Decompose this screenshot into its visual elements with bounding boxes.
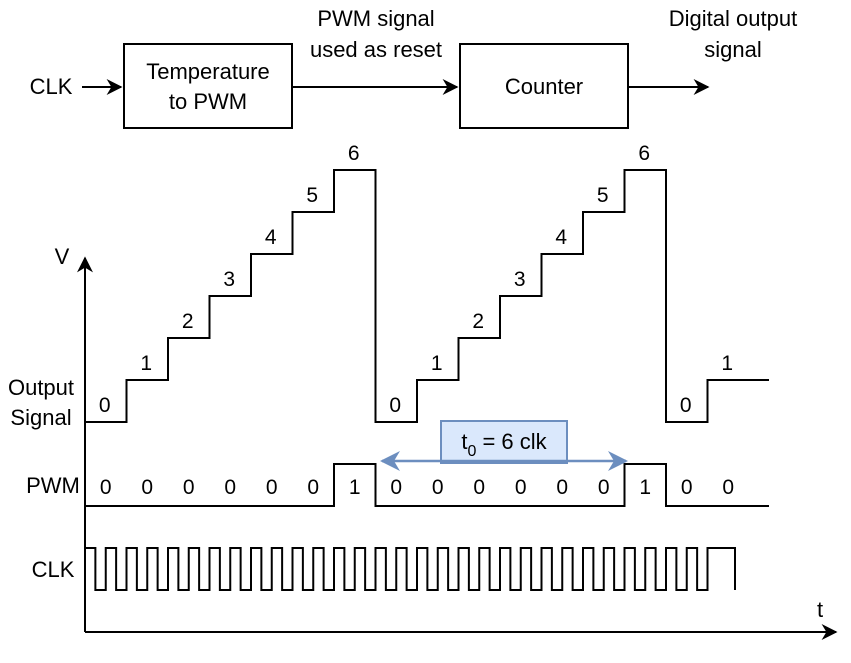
output-signal-label-line1: Output bbox=[8, 375, 74, 400]
output-value-1: 1 bbox=[140, 352, 152, 375]
output-value-11: 4 bbox=[555, 226, 567, 249]
digital-output-label-line1: Digital output bbox=[669, 6, 797, 31]
pwm-value-14: 0 bbox=[681, 476, 693, 499]
pwm-values: 0 0 0 0 0 0 1 0 0 0 0 0 0 1 0 0 bbox=[100, 476, 734, 499]
pwm-label: PWM bbox=[26, 473, 80, 498]
output-signal-values: 0 1 2 3 4 5 6 0 1 2 3 4 5 6 0 1 bbox=[99, 142, 733, 417]
counter-label: Counter bbox=[505, 74, 583, 99]
pwm-value-1: 0 bbox=[141, 476, 153, 499]
pwm-link-label-line2: used as reset bbox=[310, 37, 442, 62]
period-label-suffix: = 6 clk bbox=[476, 429, 547, 454]
output-value-4: 4 bbox=[265, 226, 277, 249]
counter-block bbox=[459, 43, 629, 129]
clk-waveform bbox=[84, 547, 736, 591]
output-value-13: 6 bbox=[638, 142, 650, 165]
pwm-value-15: 0 bbox=[722, 476, 734, 499]
pwm-value-3: 0 bbox=[224, 476, 236, 499]
pwm-value-9: 0 bbox=[473, 476, 485, 499]
output-value-15: 1 bbox=[721, 352, 733, 375]
clk-label: CLK bbox=[32, 557, 75, 582]
pwm-value-0: 0 bbox=[100, 476, 112, 499]
pwm-value-6: 1 bbox=[349, 476, 361, 499]
output-value-7: 0 bbox=[389, 394, 401, 417]
period-annotation: t0 = 6 clk bbox=[380, 420, 628, 471]
output-value-3: 3 bbox=[223, 268, 235, 291]
pwm-link-label-line1: PWM signal bbox=[317, 6, 434, 31]
t-axis-label: t bbox=[817, 597, 823, 622]
v-axis-label: V bbox=[55, 244, 70, 269]
output-value-12: 5 bbox=[597, 184, 609, 207]
temperature-to-pwm-line1: Temperature bbox=[146, 59, 270, 84]
pwm-value-13: 1 bbox=[639, 476, 651, 499]
block-diagram: CLK Temperature to PWM PWM signal used a… bbox=[30, 6, 797, 129]
output-value-0: 0 bbox=[99, 394, 111, 417]
output-value-2: 2 bbox=[182, 310, 194, 333]
output-value-14: 0 bbox=[680, 394, 692, 417]
pwm-value-8: 0 bbox=[432, 476, 444, 499]
output-value-5: 5 bbox=[306, 184, 318, 207]
pwm-waveform bbox=[85, 463, 769, 507]
pwm-value-2: 0 bbox=[183, 476, 195, 499]
pwm-value-11: 0 bbox=[556, 476, 568, 499]
pwm-value-12: 0 bbox=[598, 476, 610, 499]
pwm-value-5: 0 bbox=[307, 476, 319, 499]
output-value-8: 1 bbox=[431, 352, 443, 375]
output-signal-label-line2: Signal bbox=[10, 405, 71, 430]
digital-output-label-line2: signal bbox=[704, 37, 761, 62]
pwm-value-10: 0 bbox=[515, 476, 527, 499]
output-value-10: 3 bbox=[514, 268, 526, 291]
timing-diagram: V t Output Signal PWM CLK 0 1 2 3 4 5 6 0 1 2 3 4 5 6… bbox=[8, 142, 838, 640]
pwm-value-4: 0 bbox=[266, 476, 278, 499]
output-value-9: 2 bbox=[472, 310, 484, 333]
pwm-value-7: 0 bbox=[390, 476, 402, 499]
clk-input-label: CLK bbox=[30, 74, 73, 99]
temperature-to-pwm-block bbox=[123, 43, 293, 129]
output-signal-waveform bbox=[85, 169, 769, 423]
period-label: t0 = 6 clk bbox=[461, 429, 547, 460]
temperature-to-pwm-line2: to PWM bbox=[169, 89, 247, 114]
output-value-6: 6 bbox=[348, 142, 360, 165]
period-label-subscript: 0 bbox=[467, 443, 476, 460]
period-label-prefix: t bbox=[461, 429, 467, 454]
